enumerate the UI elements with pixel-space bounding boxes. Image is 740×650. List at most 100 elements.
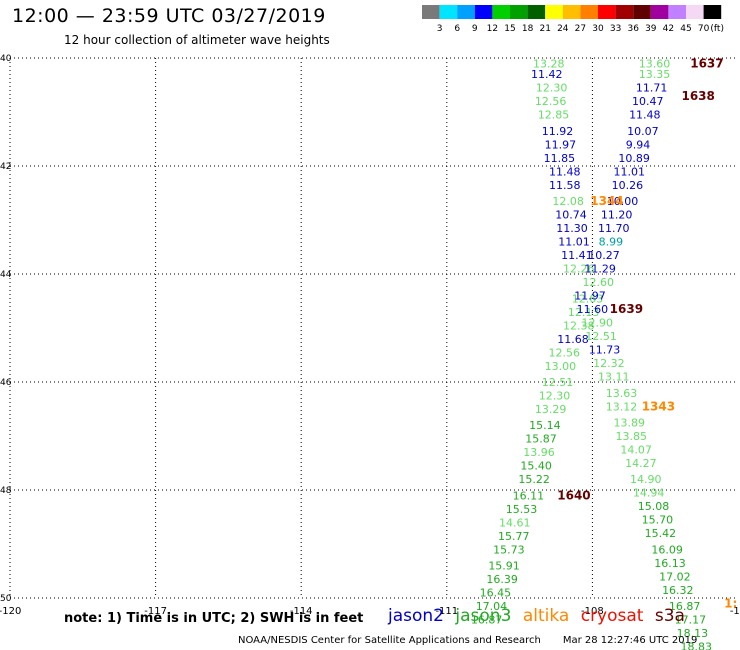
wave-height-value: 12.30 (539, 390, 571, 403)
wave-height-value: 13.00 (545, 360, 577, 373)
wave-height-value: 14.27 (625, 457, 657, 470)
wave-height-value: 16.13 (654, 557, 686, 570)
color-scale-label: 27 (575, 24, 586, 34)
latitude-label: 46 (0, 378, 12, 388)
color-scale-label: 9 (472, 24, 478, 34)
wave-height-value: 15.40 (520, 460, 552, 473)
latitude-label: 40 (0, 54, 12, 64)
latitude-label: 48 (0, 486, 12, 496)
wave-height-value: 15.22 (518, 473, 550, 486)
legend-altika: altika (522, 606, 570, 626)
wave-height-value: 11.71 (636, 82, 668, 95)
wave-height-value: 15.70 (642, 514, 674, 527)
wave-height-value: 15.87 (525, 433, 557, 446)
wave-height-value: 10.47 (632, 95, 664, 108)
wave-height-value: 13.89 (614, 417, 646, 430)
color-scale-label: 36 (627, 24, 639, 34)
wave-height-value: 11.29 (584, 263, 616, 276)
wave-height-value: 11.48 (549, 165, 581, 178)
color-scale-bar: 3 6 9 12 15 18 21 24 27 30 33 36 39 42 45 70 (ft) (422, 5, 724, 34)
color-swatch (510, 5, 528, 19)
color-scale-label: 45 (680, 24, 691, 34)
wave-height-value: 14.90 (630, 473, 662, 486)
latitude-label: 44 (0, 270, 12, 280)
wave-height-value: 15.77 (498, 530, 530, 543)
color-scale-label: 21 (539, 24, 550, 34)
wave-height-value: 15.53 (506, 503, 538, 516)
wave-height-value: 11.60 (577, 303, 609, 316)
wave-height-value: 10.74 (555, 209, 587, 222)
wave-height-value: 15.73 (493, 543, 525, 556)
wave-height-value: 10.89 (618, 152, 650, 165)
color-scale-label: 3 (437, 24, 443, 34)
wave-height-value: 17.17 (675, 614, 707, 627)
wave-height-value: 17.04 (476, 600, 508, 613)
wave-height-value: 13.85 (615, 430, 647, 443)
longitude-label: -108 (581, 606, 604, 617)
pass-time-label: 1343 (642, 399, 675, 413)
wave-height-value: 11.97 (545, 138, 577, 151)
color-swatch (580, 5, 598, 19)
wave-height-value: 16.32 (662, 584, 694, 597)
wave-height-value: 11.97 (574, 290, 606, 303)
color-swatch (668, 5, 686, 19)
wave-height-value: 11.85 (544, 152, 576, 165)
wave-height-value: 13.12 (606, 400, 638, 413)
color-scale-label: 6 (454, 24, 460, 34)
longitude-label: -10 (730, 606, 740, 617)
wave-height-value: 12.08 (552, 195, 584, 208)
color-swatch (545, 5, 563, 19)
latitude-label: 42 (0, 162, 11, 172)
color-scale-label: 15 (504, 24, 515, 34)
wave-height-value: 9.94 (626, 138, 651, 151)
footer: NOAA/NESDIS Center for Satellite Applica… (238, 635, 697, 646)
wave-height-value: 11.58 (549, 179, 581, 192)
wave-height-value: 10.26 (612, 179, 644, 192)
wave-height-value: 12.56 (535, 95, 567, 108)
wave-height-value: 11.70 (598, 222, 630, 235)
color-swatch (633, 5, 651, 19)
color-swatch (562, 5, 581, 19)
wave-height-value: 13.35 (639, 68, 671, 81)
wave-height-value: 12.60 (582, 276, 614, 289)
wave-height-value: 12.13 (568, 306, 600, 319)
wave-height-value: 18.83 (681, 641, 713, 650)
wave-height-value: 11.41 (561, 249, 593, 262)
wave-height-value: 16.11 (513, 489, 545, 502)
color-scale-label: 24 (557, 24, 569, 34)
chart-subtitle: 12 hour collection of altimeter wave hei… (64, 33, 330, 47)
wave-height-value: 13.29 (535, 403, 567, 416)
legend-s3a: s3a (654, 606, 685, 626)
wave-height-value: 11.68 (557, 333, 589, 346)
color-scale-label: 12 (487, 24, 498, 34)
color-scale-label: 39 (645, 24, 657, 34)
footer-credit: NOAA/NESDIS Center for Satellite Applica… (238, 635, 541, 646)
wave-height-value: 14.94 (633, 487, 665, 500)
wave-height-value: 12.51 (585, 330, 617, 343)
footer-timestamp: Mar 28 12:27:46 UTC 2019 (562, 635, 698, 646)
wave-height-value: 11.01 (558, 236, 590, 249)
wave-height-value: 10.07 (627, 125, 659, 138)
pass-time-label: 1639 (610, 302, 643, 316)
wave-height-value: 10.27 (588, 249, 620, 262)
wave-height-value: 18.13 (677, 627, 709, 640)
color-swatch (457, 5, 475, 19)
longitude-label: -111 (435, 606, 458, 617)
color-swatch (598, 5, 616, 19)
longitude-label: -114 (290, 606, 313, 617)
wave-height-value: 16.45 (480, 587, 512, 600)
pass-time-label: 1344 (590, 194, 623, 208)
color-swatch (474, 5, 493, 19)
color-scale-label: 42 (663, 24, 674, 34)
color-scale-label: 70 (698, 24, 710, 34)
wave-height-value: 11.30 (556, 222, 588, 235)
wave-height-value: 11.92 (542, 125, 574, 138)
color-swatch (492, 5, 510, 19)
wave-height-value: 11.48 (629, 109, 661, 122)
units-note: note: 1) Time is in UTC; 2) SWH is in fe… (64, 611, 364, 626)
wave-height-value: 12.38 (563, 319, 595, 332)
wave-height-value: 17.02 (659, 570, 691, 583)
wave-height-value: 12.32 (593, 357, 625, 370)
latitude-label: 50 (0, 594, 12, 604)
